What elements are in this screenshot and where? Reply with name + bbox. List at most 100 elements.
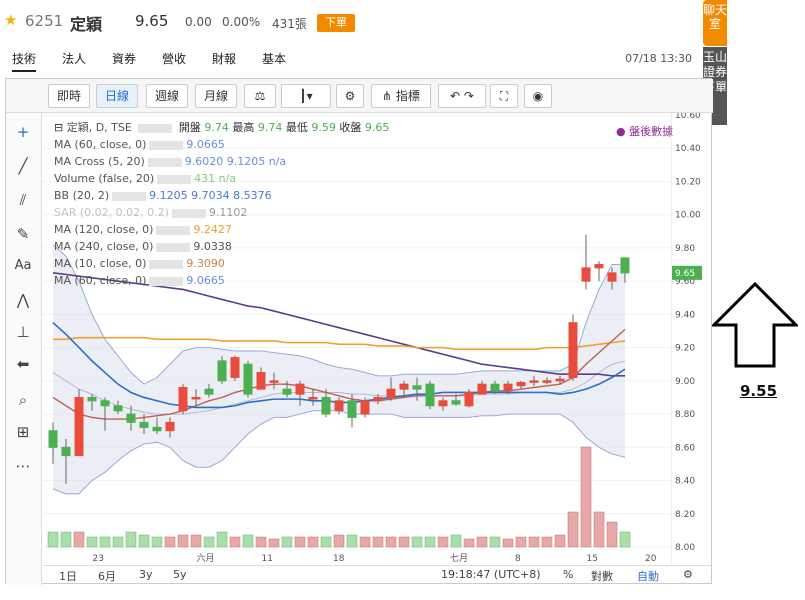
indicators-label: 指標 <box>395 89 420 103</box>
tab-basic[interactable]: 基本 <box>262 52 287 66</box>
candle-type-icon[interactable]: ┃▾ <box>281 84 331 108</box>
daily-button[interactable]: 日線 <box>96 84 138 108</box>
legend-symbol-row: ⊟ 定穎, D, TSE 開盤 9.74 最高 9.74 最低 9.59 收盤 … <box>54 119 389 136</box>
price-tick-label: 9.80 <box>675 244 695 254</box>
volume-bar <box>593 511 605 548</box>
volume-bar <box>112 536 124 548</box>
weekly-button[interactable]: 週線 <box>146 84 188 108</box>
volume-bar <box>320 536 332 548</box>
compare-scale-icon[interactable]: ⚖ <box>244 84 276 108</box>
volume-bar <box>125 531 137 548</box>
ohlc-close-value: 9.65 <box>364 121 390 134</box>
legend-label: SAR (0.02, 0.02, 0.2) <box>54 206 169 219</box>
legend-title: 定穎, D, TSE <box>66 121 132 134</box>
settings-gear-icon[interactable]: ⚙ <box>683 568 693 581</box>
zoom-icon[interactable]: ⌕ <box>18 391 28 409</box>
chart-frame: 即時 日線 週線 月線 ⚖ ┃▾ ⚙ ⋔ 指標 ↶ ↷ ⛶ ◉ + ╱ ⫽ ✎ … <box>5 78 713 585</box>
legend-controls[interactable] <box>171 208 206 218</box>
volume-bar <box>294 536 306 548</box>
volume-bar <box>216 531 228 548</box>
price-tick-label: 10.20 <box>675 177 701 187</box>
tab-technical[interactable]: 技術 <box>12 50 37 72</box>
tab-revenue[interactable]: 營收 <box>162 52 187 66</box>
price-chart[interactable]: 23 六月 11 18 七月 8 15 20 <box>43 113 671 565</box>
legend-controls[interactable] <box>147 157 182 167</box>
percent-toggle[interactable]: % <box>563 568 574 581</box>
tab-margin[interactable]: 資券 <box>112 52 137 66</box>
collapse-icon[interactable]: ⊟ <box>54 121 67 134</box>
indicators-button[interactable]: ⋔ 指標 <box>371 84 431 108</box>
candle-body <box>399 383 409 390</box>
legend-values: 9.6020 9.1205 n/a <box>184 155 287 168</box>
legend-controls[interactable] <box>149 140 184 150</box>
realtime-button[interactable]: 即時 <box>48 84 90 108</box>
volume-bar <box>580 446 592 548</box>
log-toggle[interactable]: 對數 <box>591 570 613 583</box>
time-tick-label: 七月 <box>450 553 468 564</box>
legend-label: MA Cross (5, 20) <box>54 155 145 168</box>
legend-controls[interactable] <box>149 276 184 286</box>
text-tool-icon[interactable]: Aa <box>14 258 32 273</box>
fullscreen-icon[interactable]: ⛶ <box>490 84 518 108</box>
price-axis-labels: 10.60 10.40 10.20 10.00 9.80 9.60 9.40 9.20 9.00… <box>672 111 702 553</box>
legend-row: Volume (false, 20) 431 n/a <box>54 170 389 187</box>
range-3y[interactable]: 3y <box>139 568 153 581</box>
volume-bar <box>411 536 423 548</box>
brush-icon[interactable]: ✎ <box>16 225 30 243</box>
ma120-line <box>53 336 626 351</box>
order-button[interactable]: 下單 <box>317 14 355 32</box>
tab-bar: 技術 法人 資券 營收 財報 基本 07/18 13:30 <box>0 48 700 72</box>
pitchfork-icon[interactable]: ⫽ <box>19 191 27 209</box>
legend-values: 9.0338 <box>193 240 232 253</box>
stock-header: ★ 6251 定穎 9.65 0.00 0.00% 431張 下單 <box>0 0 700 44</box>
range-5y[interactable]: 5y <box>173 568 187 581</box>
star-icon[interactable]: ★ <box>4 11 18 29</box>
volume-bar <box>255 536 267 548</box>
undo-redo-icon[interactable]: ↶ ↷ <box>438 84 486 108</box>
candle-body <box>295 383 305 395</box>
price-tick-label: 8.60 <box>675 443 695 453</box>
candle-body <box>87 396 97 402</box>
legend-values: 9.3090 <box>186 257 225 270</box>
auto-toggle[interactable]: 自動 <box>637 570 659 583</box>
legend-controls[interactable] <box>156 242 191 252</box>
volume-bar <box>307 536 319 548</box>
legend-controls[interactable] <box>112 191 147 201</box>
range-1d[interactable]: 1日 <box>59 570 77 583</box>
legend-label: MA (60, close, 0) <box>54 138 147 151</box>
legend-controls[interactable] <box>157 174 192 184</box>
price-tick-label: 8.40 <box>675 477 695 487</box>
volume-bar <box>424 536 436 548</box>
legend-row: MA (60, close, 0) 9.0665 <box>54 272 389 289</box>
trendline-icon[interactable]: ╱ <box>18 157 28 175</box>
crosshair-icon[interactable]: + <box>16 123 30 141</box>
gear-icon[interactable]: ⚙ <box>336 84 364 108</box>
legend-controls[interactable] <box>149 259 184 269</box>
more-icon[interactable]: ⋯ <box>15 457 31 475</box>
legend-controls[interactable] <box>138 123 173 133</box>
measure-icon[interactable]: ⊥ <box>16 323 30 341</box>
tab-financials[interactable]: 財報 <box>212 52 237 66</box>
ruler-icon[interactable]: ⊞ <box>16 423 30 441</box>
candle-body <box>230 357 240 379</box>
after-hours-link[interactable]: ● 盤後數據 <box>616 125 674 138</box>
annotation-price: 9.55 <box>740 382 778 400</box>
candle-body <box>321 396 331 415</box>
candle-body <box>113 405 123 412</box>
volume-bar <box>86 536 98 548</box>
monthly-button[interactable]: 月線 <box>195 84 237 108</box>
legend-label: MA (60, close, 0) <box>54 274 147 287</box>
candle-body <box>191 396 201 400</box>
candle-body <box>516 382 526 387</box>
tab-institutional[interactable]: 法人 <box>62 52 87 66</box>
legend-controls[interactable] <box>156 225 191 235</box>
chat-room-button[interactable]: 聊天室 <box>703 0 727 46</box>
time-tick-label: 15 <box>587 554 598 564</box>
legend-values: 9.2427 <box>193 223 232 236</box>
camera-icon[interactable]: ◉ <box>524 84 552 108</box>
pattern-icon[interactable]: ⋀ <box>16 291 30 309</box>
range-6m[interactable]: 6月 <box>98 570 116 583</box>
arrow-left-icon[interactable]: ⬅ <box>16 355 30 373</box>
volume-bar <box>281 536 293 548</box>
chart-clock: 19:18:47 (UTC+8) <box>441 568 541 581</box>
